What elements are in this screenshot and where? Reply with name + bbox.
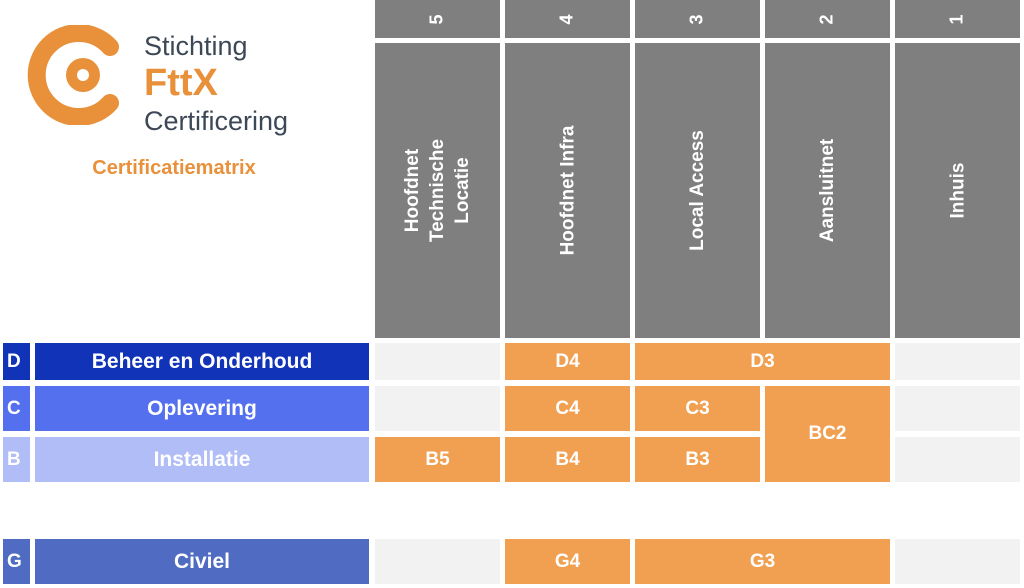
- logo-line-fttx: FttX: [144, 62, 218, 104]
- cert-cell-c3: C3: [635, 386, 760, 431]
- row-code-b: B: [3, 437, 30, 482]
- column-header-local-access: Local Access: [635, 43, 760, 338]
- column-label: Local Access: [686, 130, 708, 251]
- row-label-beheer-en-onderhoud: Beheer en Onderhoud: [35, 343, 369, 380]
- column-label: Aansluitnet: [816, 138, 838, 243]
- cert-cell-b3: B3: [635, 437, 760, 482]
- column-header-aansluitnet: Aansluitnet: [765, 43, 890, 338]
- cert-cell-g3: G3: [635, 539, 890, 584]
- column-header-hoofdnet-infra: Hoofdnet Infra: [505, 43, 630, 338]
- matrix-cell-empty: [895, 539, 1020, 584]
- column-header-inhuis: Inhuis: [895, 43, 1020, 338]
- row-code-c: C: [3, 386, 30, 431]
- row-label-oplevering: Oplevering: [35, 386, 369, 431]
- matrix-cell-empty: [375, 386, 500, 431]
- matrix-cell-empty: [375, 343, 500, 380]
- cert-cell-d3: D3: [635, 343, 890, 380]
- logo-line-stichting: Stichting: [144, 31, 248, 61]
- cert-cell-bc2: BC2: [765, 386, 890, 482]
- matrix-cell-empty: [895, 437, 1020, 482]
- cert-cell-b4: B4: [505, 437, 630, 482]
- column-number-4: 4: [505, 0, 630, 38]
- matrix-subtitle: Certificatiematrix: [92, 157, 256, 179]
- column-number-2: 2: [765, 0, 890, 38]
- column-label: Inhuis: [946, 162, 968, 219]
- column-number-5: 5: [375, 0, 500, 38]
- matrix-cell-empty: [895, 386, 1020, 431]
- row-code-g: G: [3, 539, 30, 584]
- cert-cell-b5: B5: [375, 437, 500, 482]
- column-label: Hoofdnet Technische Locatie: [402, 138, 473, 243]
- column-label: Hoofdnet Infra: [557, 125, 579, 256]
- cert-cell-c4: C4: [505, 386, 630, 431]
- row-label-civiel: Civiel: [35, 539, 369, 584]
- matrix-cell-empty: [895, 343, 1020, 380]
- row-label-installatie: Installatie: [35, 437, 369, 482]
- logo-line-certificering: Certificering: [144, 106, 289, 136]
- cert-cell-g4: G4: [505, 539, 630, 584]
- fttx-logo-icon: [27, 25, 119, 125]
- column-number-1: 1: [895, 0, 1020, 38]
- column-header-hoofdnet-technische-locatie: Hoofdnet Technische Locatie: [375, 43, 500, 338]
- cert-cell-d4: D4: [505, 343, 630, 380]
- matrix-cell-empty: [375, 539, 500, 584]
- row-code-d: D: [3, 343, 30, 380]
- column-number-3: 3: [635, 0, 760, 38]
